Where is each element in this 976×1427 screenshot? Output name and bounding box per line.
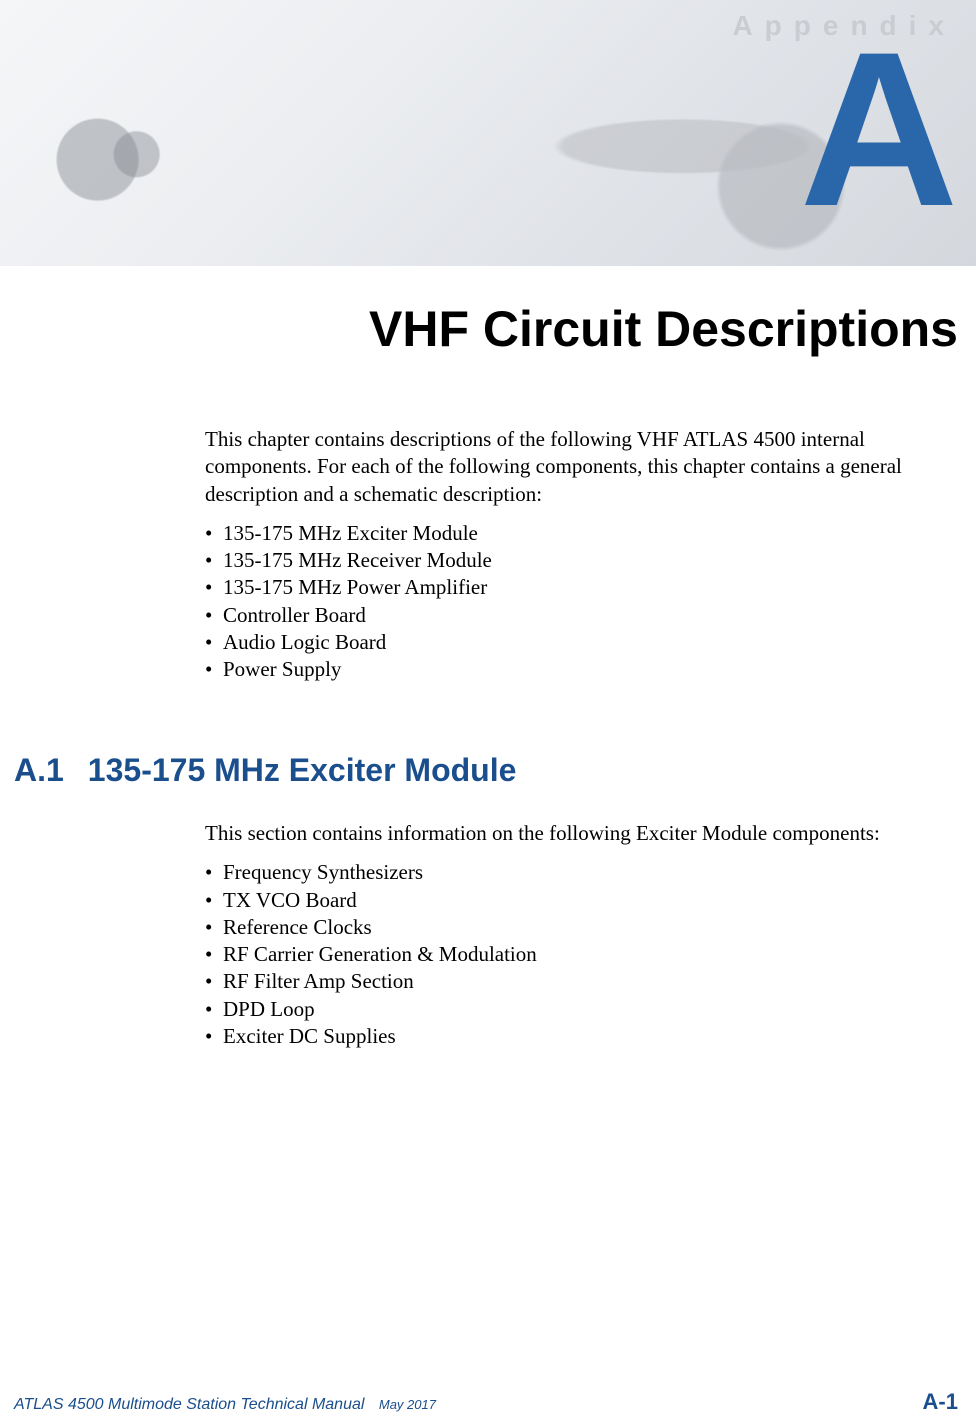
footer-page-number: A-1 [923, 1389, 958, 1415]
list-item: Reference Clocks [205, 914, 961, 941]
list-item: Frequency Synthesizers [205, 859, 961, 886]
intro-list: 135-175 MHz Exciter Module 135-175 MHz R… [205, 520, 961, 684]
section-body: This section contains information on the… [205, 820, 961, 1050]
list-item: RF Carrier Generation & Modulation [205, 941, 961, 968]
list-item: Exciter DC Supplies [205, 1023, 961, 1050]
appendix-letter-glyph: A [800, 30, 959, 230]
list-item: TX VCO Board [205, 887, 961, 914]
appendix-banner: Appendix A [0, 0, 976, 266]
page-footer: ATLAS 4500 Multimode Station Technical M… [14, 1389, 958, 1415]
appendix-letter-icon: A [794, 30, 964, 230]
list-item: 135-175 MHz Exciter Module [205, 520, 961, 547]
list-item: 135-175 MHz Power Amplifier [205, 574, 961, 601]
section-paragraph: This section contains information on the… [205, 820, 961, 847]
chapter-title: VHF Circuit Descriptions [369, 300, 958, 358]
intro-block: This chapter contains descriptions of th… [205, 426, 961, 684]
footer-date: May 2017 [379, 1397, 436, 1412]
footer-manual-title: ATLAS 4500 Multimode Station Technical M… [14, 1396, 364, 1413]
list-item: DPD Loop [205, 996, 961, 1023]
section-list: Frequency Synthesizers TX VCO Board Refe… [205, 859, 961, 1050]
section-heading: A.1 135-175 MHz Exciter Module [14, 752, 516, 789]
section-number: A.1 [14, 752, 64, 789]
intro-paragraph: This chapter contains descriptions of th… [205, 426, 961, 508]
list-item: RF Filter Amp Section [205, 968, 961, 995]
footer-left: ATLAS 4500 Multimode Station Technical M… [14, 1396, 436, 1414]
section-title: 135-175 MHz Exciter Module [88, 752, 517, 789]
list-item: Power Supply [205, 656, 961, 683]
list-item: Controller Board [205, 602, 961, 629]
list-item: Audio Logic Board [205, 629, 961, 656]
list-item: 135-175 MHz Receiver Module [205, 547, 961, 574]
